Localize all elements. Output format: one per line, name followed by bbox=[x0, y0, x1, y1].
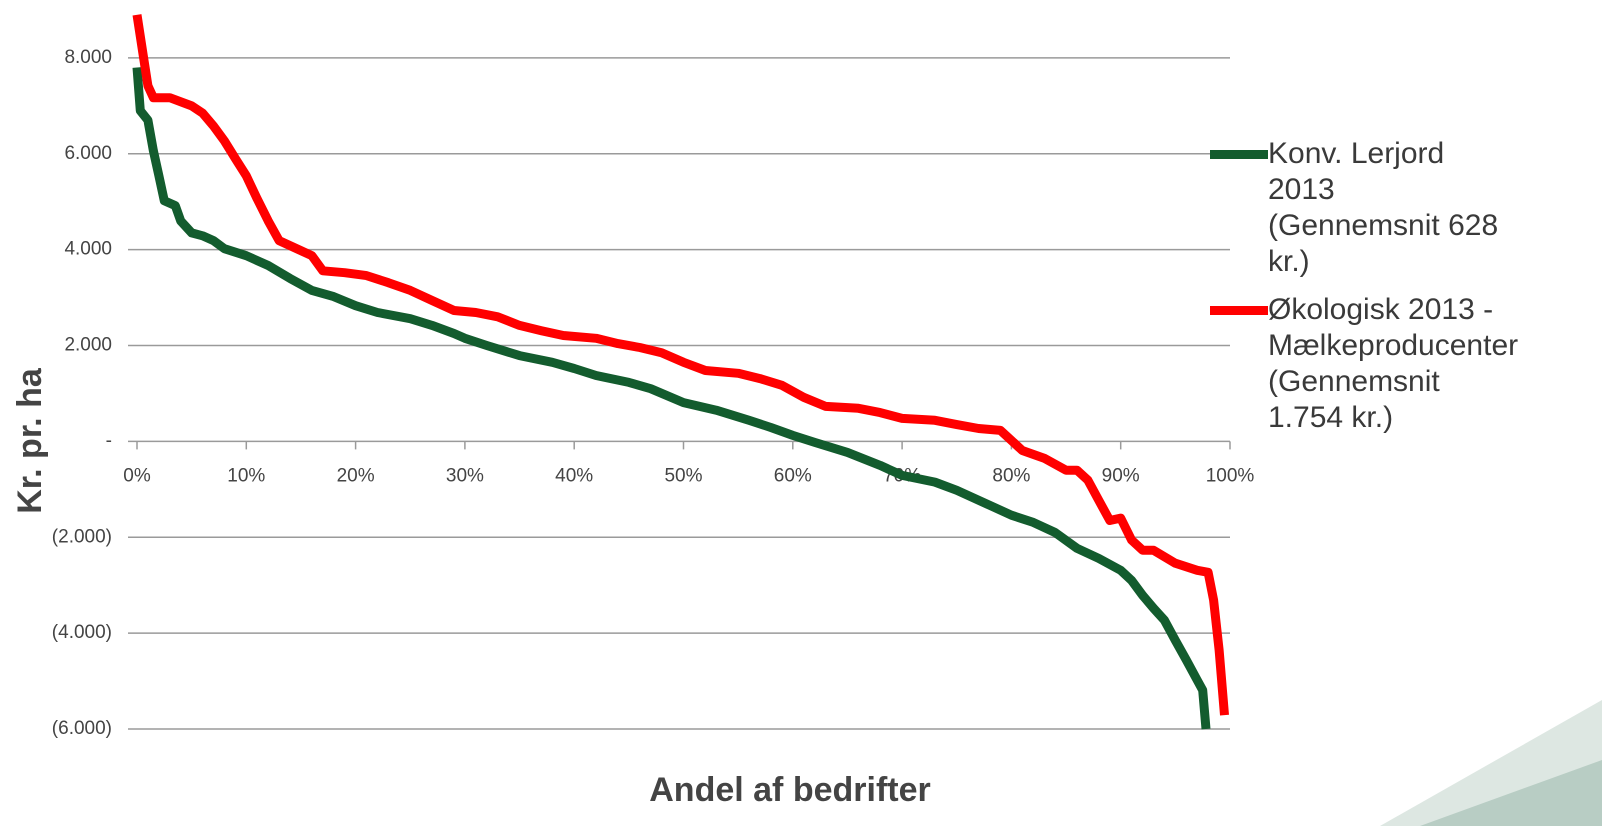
x-tick-label: 90% bbox=[1102, 465, 1140, 486]
x-tick-label: 20% bbox=[337, 465, 375, 486]
legend-item: Konv. Lerjord 2013 (Gennemsnit 628 kr.) bbox=[1210, 136, 1510, 280]
x-tick-label: 10% bbox=[227, 465, 265, 486]
x-tick-label: 60% bbox=[774, 465, 812, 486]
legend-swatch bbox=[1210, 150, 1268, 159]
series-line bbox=[132, 67, 1211, 730]
y-axis-label: Kr. pr. ha bbox=[11, 367, 49, 514]
y-tick-label: 4.000 bbox=[64, 239, 112, 260]
x-tick-label: 50% bbox=[664, 465, 702, 486]
x-tick-label: 0% bbox=[123, 465, 151, 486]
y-tick-label: (6.000) bbox=[52, 718, 112, 739]
legend-label: Konv. Lerjord 2013 (Gennemsnit 628 kr.) bbox=[1268, 137, 1499, 278]
legend-swatch bbox=[1210, 306, 1268, 315]
y-tick-label: (2.000) bbox=[52, 526, 112, 547]
y-tick-label: - bbox=[106, 430, 112, 451]
y-tick-label: 2.000 bbox=[64, 335, 112, 356]
x-tick-label: 30% bbox=[446, 465, 484, 486]
x-tick-label: 80% bbox=[992, 465, 1030, 486]
legend-label: Økologisk 2013 - Mælkeproducenter (Genne… bbox=[1268, 293, 1519, 434]
x-axis-label: Andel af bedrifter bbox=[649, 771, 930, 809]
x-tick-label: 40% bbox=[555, 465, 593, 486]
y-tick-label: 6.000 bbox=[64, 143, 112, 164]
decoration bbox=[1420, 760, 1602, 826]
x-tick-label: 100% bbox=[1206, 465, 1255, 486]
legend: Konv. Lerjord 2013 (Gennemsnit 628 kr.) Ø… bbox=[1210, 136, 1518, 448]
legend-item: Økologisk 2013 - Mælkeproducenter (Genne… bbox=[1210, 292, 1518, 436]
y-tick-label: (4.000) bbox=[52, 622, 112, 643]
series-line bbox=[132, 14, 1229, 716]
y-tick-label: 8.000 bbox=[64, 47, 112, 68]
